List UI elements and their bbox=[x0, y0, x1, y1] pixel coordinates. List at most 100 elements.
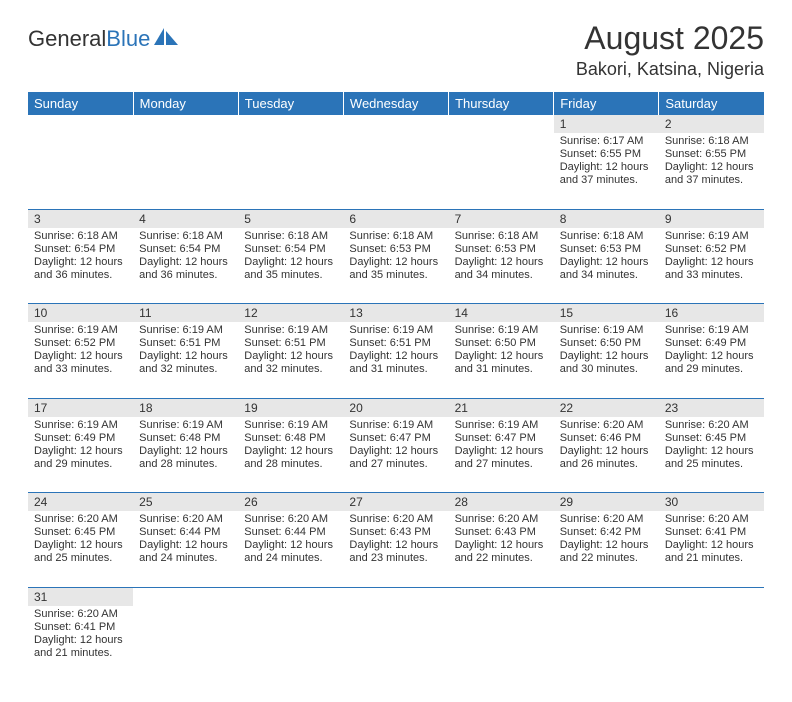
daynum-cell bbox=[238, 587, 343, 606]
daylight-text: Daylight: 12 hours bbox=[139, 539, 232, 552]
daynum-cell bbox=[554, 587, 659, 606]
sunrise-text: Sunrise: 6:19 AM bbox=[455, 419, 548, 432]
day-number bbox=[659, 588, 764, 606]
daylight-text: and 24 minutes. bbox=[139, 552, 232, 565]
day-number: 8 bbox=[554, 210, 659, 228]
daylight-text: Daylight: 12 hours bbox=[455, 256, 548, 269]
day-number bbox=[238, 115, 343, 133]
day-cell: Sunrise: 6:20 AMSunset: 6:42 PMDaylight:… bbox=[554, 511, 659, 587]
day-cell bbox=[554, 606, 659, 682]
day-details: Sunrise: 6:18 AMSunset: 6:53 PMDaylight:… bbox=[554, 228, 659, 286]
weekday-header-row: SundayMondayTuesdayWednesdayThursdayFrid… bbox=[28, 92, 764, 115]
daylight-text: and 32 minutes. bbox=[244, 363, 337, 376]
daynum-cell: 28 bbox=[449, 493, 554, 512]
sunset-text: Sunset: 6:47 PM bbox=[455, 432, 548, 445]
title-block: August 2025 Bakori, Katsina, Nigeria bbox=[576, 20, 764, 80]
day-number bbox=[449, 588, 554, 606]
sunrise-text: Sunrise: 6:19 AM bbox=[665, 230, 758, 243]
day-number: 27 bbox=[343, 493, 448, 511]
week-row: Sunrise: 6:17 AMSunset: 6:55 PMDaylight:… bbox=[28, 133, 764, 209]
daylight-text: and 34 minutes. bbox=[455, 269, 548, 282]
daylight-text: Daylight: 12 hours bbox=[455, 445, 548, 458]
sunrise-text: Sunrise: 6:20 AM bbox=[665, 513, 758, 526]
sunrise-text: Sunrise: 6:17 AM bbox=[560, 135, 653, 148]
sunrise-text: Sunrise: 6:19 AM bbox=[139, 419, 232, 432]
day-details: Sunrise: 6:19 AMSunset: 6:52 PMDaylight:… bbox=[28, 322, 133, 380]
sunrise-text: Sunrise: 6:18 AM bbox=[139, 230, 232, 243]
day-cell: Sunrise: 6:19 AMSunset: 6:52 PMDaylight:… bbox=[659, 228, 764, 304]
daynum-row: 17181920212223 bbox=[28, 398, 764, 417]
daynum-cell bbox=[28, 115, 133, 133]
day-number: 4 bbox=[133, 210, 238, 228]
daylight-text: and 37 minutes. bbox=[665, 174, 758, 187]
day-number: 20 bbox=[343, 399, 448, 417]
day-cell: Sunrise: 6:18 AMSunset: 6:53 PMDaylight:… bbox=[343, 228, 448, 304]
daynum-row: 12 bbox=[28, 115, 764, 133]
day-number: 10 bbox=[28, 304, 133, 322]
brand-part2: Blue bbox=[106, 26, 150, 52]
day-number bbox=[343, 115, 448, 133]
daylight-text: and 35 minutes. bbox=[244, 269, 337, 282]
day-details: Sunrise: 6:20 AMSunset: 6:46 PMDaylight:… bbox=[554, 417, 659, 475]
day-number: 12 bbox=[238, 304, 343, 322]
daylight-text: Daylight: 12 hours bbox=[34, 539, 127, 552]
day-number: 19 bbox=[238, 399, 343, 417]
sunset-text: Sunset: 6:44 PM bbox=[139, 526, 232, 539]
weekday-header: Monday bbox=[133, 92, 238, 115]
daynum-cell: 30 bbox=[659, 493, 764, 512]
day-number: 3 bbox=[28, 210, 133, 228]
weekday-header: Saturday bbox=[659, 92, 764, 115]
daylight-text: and 29 minutes. bbox=[665, 363, 758, 376]
day-cell: Sunrise: 6:19 AMSunset: 6:49 PMDaylight:… bbox=[659, 322, 764, 398]
day-cell: Sunrise: 6:20 AMSunset: 6:41 PMDaylight:… bbox=[659, 511, 764, 587]
daynum-cell: 5 bbox=[238, 209, 343, 228]
sunrise-text: Sunrise: 6:19 AM bbox=[244, 419, 337, 432]
daynum-cell bbox=[449, 115, 554, 133]
day-details: Sunrise: 6:19 AMSunset: 6:52 PMDaylight:… bbox=[659, 228, 764, 286]
calendar-table: SundayMondayTuesdayWednesdayThursdayFrid… bbox=[28, 92, 764, 682]
daynum-cell: 13 bbox=[343, 304, 448, 323]
day-cell: Sunrise: 6:19 AMSunset: 6:51 PMDaylight:… bbox=[133, 322, 238, 398]
day-cell: Sunrise: 6:18 AMSunset: 6:53 PMDaylight:… bbox=[449, 228, 554, 304]
sunset-text: Sunset: 6:54 PM bbox=[34, 243, 127, 256]
sunrise-text: Sunrise: 6:19 AM bbox=[455, 324, 548, 337]
sunrise-text: Sunrise: 6:20 AM bbox=[34, 608, 127, 621]
daynum-cell bbox=[343, 587, 448, 606]
daylight-text: and 25 minutes. bbox=[34, 552, 127, 565]
daylight-text: and 22 minutes. bbox=[455, 552, 548, 565]
sunrise-text: Sunrise: 6:19 AM bbox=[139, 324, 232, 337]
sunrise-text: Sunrise: 6:19 AM bbox=[349, 324, 442, 337]
day-number bbox=[238, 588, 343, 606]
sunset-text: Sunset: 6:46 PM bbox=[560, 432, 653, 445]
day-details: Sunrise: 6:17 AMSunset: 6:55 PMDaylight:… bbox=[554, 133, 659, 191]
daynum-cell: 9 bbox=[659, 209, 764, 228]
daylight-text: and 29 minutes. bbox=[34, 458, 127, 471]
sunrise-text: Sunrise: 6:20 AM bbox=[139, 513, 232, 526]
day-cell bbox=[449, 133, 554, 209]
day-details: Sunrise: 6:20 AMSunset: 6:41 PMDaylight:… bbox=[659, 511, 764, 569]
sunset-text: Sunset: 6:41 PM bbox=[34, 621, 127, 634]
daylight-text: and 31 minutes. bbox=[349, 363, 442, 376]
sunset-text: Sunset: 6:43 PM bbox=[455, 526, 548, 539]
daylight-text: and 28 minutes. bbox=[244, 458, 337, 471]
day-details: Sunrise: 6:19 AMSunset: 6:50 PMDaylight:… bbox=[449, 322, 554, 380]
sunrise-text: Sunrise: 6:19 AM bbox=[665, 324, 758, 337]
sunset-text: Sunset: 6:43 PM bbox=[349, 526, 442, 539]
daylight-text: Daylight: 12 hours bbox=[244, 350, 337, 363]
sunset-text: Sunset: 6:45 PM bbox=[34, 526, 127, 539]
sunrise-text: Sunrise: 6:20 AM bbox=[244, 513, 337, 526]
daylight-text: Daylight: 12 hours bbox=[34, 350, 127, 363]
day-details: Sunrise: 6:18 AMSunset: 6:54 PMDaylight:… bbox=[133, 228, 238, 286]
sunset-text: Sunset: 6:45 PM bbox=[665, 432, 758, 445]
daynum-cell: 14 bbox=[449, 304, 554, 323]
day-cell bbox=[449, 606, 554, 682]
daylight-text: Daylight: 12 hours bbox=[560, 161, 653, 174]
day-cell: Sunrise: 6:19 AMSunset: 6:50 PMDaylight:… bbox=[449, 322, 554, 398]
daynum-cell bbox=[238, 115, 343, 133]
daynum-row: 10111213141516 bbox=[28, 304, 764, 323]
daylight-text: Daylight: 12 hours bbox=[349, 256, 442, 269]
day-cell: Sunrise: 6:20 AMSunset: 6:45 PMDaylight:… bbox=[28, 511, 133, 587]
daylight-text: Daylight: 12 hours bbox=[560, 445, 653, 458]
weekday-header: Friday bbox=[554, 92, 659, 115]
sunrise-text: Sunrise: 6:18 AM bbox=[244, 230, 337, 243]
